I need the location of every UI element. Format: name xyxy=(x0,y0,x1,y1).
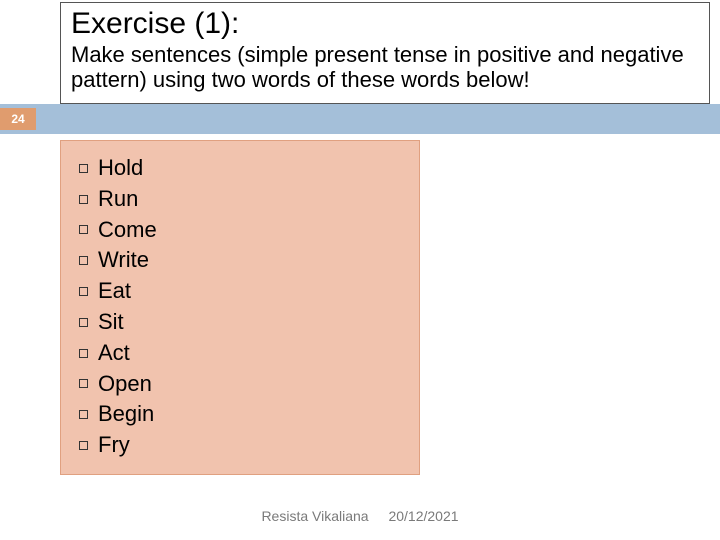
list-item: Open xyxy=(79,369,401,400)
square-bullet-icon xyxy=(79,287,88,296)
square-bullet-icon xyxy=(79,256,88,265)
list-item: Run xyxy=(79,184,401,215)
word-label: Fry xyxy=(98,430,130,461)
page-number-badge: 24 xyxy=(0,108,36,130)
word-list-box: Hold Run Come Write Eat Sit Act Open Beg… xyxy=(60,140,420,475)
word-label: Act xyxy=(98,338,130,369)
word-label: Eat xyxy=(98,276,131,307)
blue-bar xyxy=(0,104,720,134)
list-item: Write xyxy=(79,245,401,276)
square-bullet-icon xyxy=(79,379,88,388)
list-item: Act xyxy=(79,338,401,369)
word-label: Open xyxy=(98,369,152,400)
square-bullet-icon xyxy=(79,195,88,204)
word-label: Come xyxy=(98,215,157,246)
exercise-title: Exercise (1): xyxy=(71,7,699,40)
square-bullet-icon xyxy=(79,410,88,419)
square-bullet-icon xyxy=(79,164,88,173)
square-bullet-icon xyxy=(79,225,88,234)
word-label: Run xyxy=(98,184,138,215)
list-item: Fry xyxy=(79,430,401,461)
title-box: Exercise (1): Make sentences (simple pre… xyxy=(60,2,710,104)
word-label: Write xyxy=(98,245,149,276)
exercise-subtitle: Make sentences (simple present tense in … xyxy=(71,42,699,93)
list-item: Eat xyxy=(79,276,401,307)
list-item: Come xyxy=(79,215,401,246)
list-item: Sit xyxy=(79,307,401,338)
word-label: Begin xyxy=(98,399,154,430)
list-item: Hold xyxy=(79,153,401,184)
square-bullet-icon xyxy=(79,318,88,327)
footer-date: 20/12/2021 xyxy=(388,508,458,524)
square-bullet-icon xyxy=(79,441,88,450)
square-bullet-icon xyxy=(79,349,88,358)
list-item: Begin xyxy=(79,399,401,430)
word-label: Sit xyxy=(98,307,124,338)
footer-author: Resista Vikaliana xyxy=(261,508,368,524)
word-label: Hold xyxy=(98,153,143,184)
footer: Resista Vikaliana 20/12/2021 xyxy=(0,508,720,524)
